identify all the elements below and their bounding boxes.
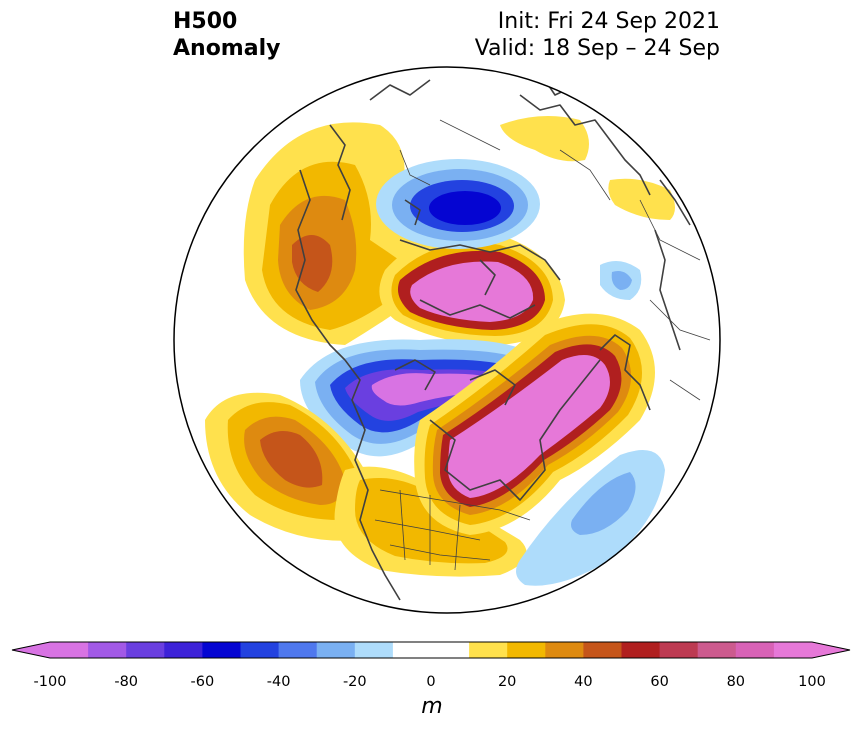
colorbar-segment <box>354 642 394 658</box>
anomaly-contours <box>205 79 711 601</box>
map-title: H500 Anomaly <box>173 8 280 62</box>
init-time: Init: Fri 24 Sep 2021 <box>497 9 720 34</box>
colorbar-segment <box>431 642 470 658</box>
colorbar-segment <box>545 642 584 658</box>
colorbar-segments <box>50 642 813 658</box>
colorbar <box>11 641 851 659</box>
colorbar-segment <box>621 642 661 658</box>
colorbar-segment <box>773 642 813 658</box>
valid-range: Valid: 18 Sep – 24 Sep <box>474 36 720 61</box>
anomaly-map <box>173 66 721 614</box>
barents-negative-anomaly <box>376 159 540 249</box>
colorbar-segment <box>316 642 356 658</box>
greenland-positive-anomaly <box>414 313 655 535</box>
colorbar-tick-label: -80 <box>114 674 139 690</box>
colorbar-segment <box>659 642 699 658</box>
map-boundary <box>173 66 721 614</box>
colorbar-segment <box>164 642 203 658</box>
colorbar-segment <box>469 642 508 658</box>
colorbar-segment <box>697 642 737 658</box>
colorbar-segment <box>583 642 622 658</box>
colorbar-segment <box>126 642 165 658</box>
arctic-positive-anomaly <box>379 231 565 345</box>
colorbar-tick-label: -20 <box>342 674 367 690</box>
colorbar-outline <box>11 641 851 659</box>
colorbar-segment <box>88 642 127 658</box>
colorbar-over-arrow <box>812 642 850 658</box>
colorbar-segment <box>202 642 241 658</box>
colorbar-unit-label: m <box>421 694 443 719</box>
colorbar-segment <box>392 642 432 658</box>
colorbar-tick-label: 20 <box>497 674 517 690</box>
north-america-positive-anomaly <box>334 466 527 577</box>
colorbar-segment <box>240 642 280 658</box>
colorbar-tick-label: -60 <box>190 674 215 690</box>
colorbar-tick-label: 60 <box>650 674 669 690</box>
colorbar-tick-label: 0 <box>426 674 436 690</box>
colorbar-tick-label: -100 <box>33 674 67 690</box>
europe-positive-anomaly <box>500 116 675 220</box>
north-pacific-positive-anomaly <box>205 392 376 541</box>
map-subtitle: Init: Fri 24 Sep 2021 Valid: 18 Sep – 24… <box>475 8 720 62</box>
political-borders <box>374 119 711 571</box>
colorbar-tick-label: -40 <box>266 674 291 690</box>
colorbar-tick-label: 40 <box>574 674 593 690</box>
colorbar-tick-label: 100 <box>798 674 826 690</box>
north-atlantic-negative-anomaly <box>516 450 665 586</box>
colorbar-under-arrow <box>12 642 50 658</box>
title-field: Anomaly <box>173 36 281 61</box>
colorbar-segment <box>507 642 546 658</box>
colorbar-segment <box>50 642 89 658</box>
scandinavia-negative-anomaly <box>600 261 642 300</box>
title-variable: H500 <box>173 9 238 34</box>
colorbar-tick-label: 80 <box>726 674 746 690</box>
colorbar-segment <box>278 642 318 658</box>
colorbar-segment <box>735 642 775 658</box>
